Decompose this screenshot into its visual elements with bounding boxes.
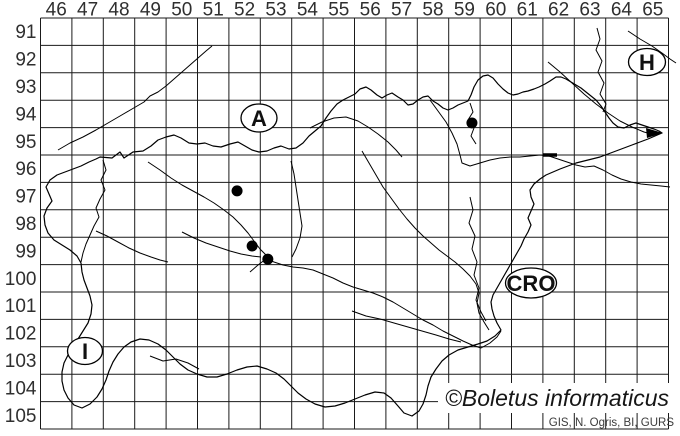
map-geography [43, 27, 677, 417]
river-path [429, 99, 671, 188]
river-path [309, 116, 403, 158]
col-label: 59 [454, 0, 475, 21]
col-label: 63 [579, 0, 600, 21]
country-label-croatia: CRO [504, 267, 558, 299]
col-label: 60 [485, 0, 506, 21]
record-dot [466, 117, 478, 129]
country-label-text: H [639, 50, 655, 75]
country-label-text: A [251, 106, 267, 131]
col-label: 48 [108, 0, 129, 21]
attribution: ©Boletus informaticus GIS, N. Ogris, BI,… [438, 383, 678, 429]
row-label: 91 [15, 22, 36, 43]
country-ellipse [627, 47, 667, 77]
grid-row-labels: 91 92 93 94 95 96 97 98 99 100 101 102 103 104 105 [5, 22, 37, 427]
row-label: 93 [15, 77, 36, 98]
col-label: 55 [328, 0, 349, 21]
river-path [290, 160, 303, 258]
record-dot [246, 240, 258, 252]
river-path [595, 27, 607, 113]
country-label-text: CRO [507, 271, 556, 296]
river-path [95, 230, 169, 263]
col-label: 65 [642, 0, 663, 21]
record-dot [262, 253, 274, 265]
country-label-austria: A [240, 103, 278, 133]
country-ellipse [240, 103, 278, 133]
country-label-italy: I [66, 336, 104, 366]
col-label: 49 [140, 0, 161, 21]
col-label: 62 [548, 0, 569, 21]
border-tip-mark [646, 128, 663, 138]
col-label: 46 [46, 0, 67, 21]
attribution-title: ©Boletus informaticus [445, 385, 670, 411]
col-label: 56 [360, 0, 381, 21]
row-label: 98 [15, 214, 36, 235]
col-label: 50 [171, 0, 192, 21]
river-path [57, 45, 213, 151]
col-label: 51 [203, 0, 224, 21]
slovenia-border-path [43, 74, 663, 417]
row-label: 92 [15, 50, 36, 71]
row-label: 94 [15, 104, 37, 125]
col-label: 52 [234, 0, 255, 21]
record-dots [231, 117, 478, 265]
river-path [181, 231, 262, 258]
col-label: 54 [297, 0, 319, 21]
country-label-hungary: H [627, 47, 667, 77]
river-path [147, 161, 272, 259]
country-ellipse [504, 267, 558, 299]
river-path [249, 258, 502, 349]
row-label: 100 [5, 269, 37, 290]
country-label-text: I [82, 339, 88, 364]
row-label: 103 [5, 351, 37, 372]
mtb-grid [40, 17, 669, 430]
col-label: 61 [517, 0, 538, 21]
river-path [547, 61, 656, 136]
row-label: 97 [15, 187, 36, 208]
row-label: 105 [5, 406, 37, 427]
grid-column-labels: 46 47 48 49 50 51 52 53 54 55 56 57 58 59 60 61 62 63 64 65 [46, 0, 664, 21]
record-dot [231, 185, 243, 197]
row-label: 101 [5, 296, 37, 317]
attribution-credits: GIS, N. Ogris, BI, GURS [549, 417, 675, 429]
row-label: 96 [15, 159, 36, 180]
col-label: 57 [391, 0, 412, 21]
river-path [468, 196, 487, 322]
country-ellipse [66, 336, 104, 366]
row-label: 102 [5, 324, 37, 345]
river-path [361, 150, 490, 331]
col-label: 64 [611, 0, 633, 21]
row-label: 99 [15, 241, 36, 262]
col-label: 53 [265, 0, 286, 21]
row-label: 95 [15, 132, 36, 153]
river-path [351, 310, 462, 343]
row-label: 104 [5, 378, 37, 399]
col-label: 47 [77, 0, 98, 21]
river-path [80, 159, 107, 263]
col-label: 58 [422, 0, 443, 21]
attribution-background [438, 383, 678, 413]
river-path [149, 355, 200, 370]
river-path [627, 30, 677, 64]
